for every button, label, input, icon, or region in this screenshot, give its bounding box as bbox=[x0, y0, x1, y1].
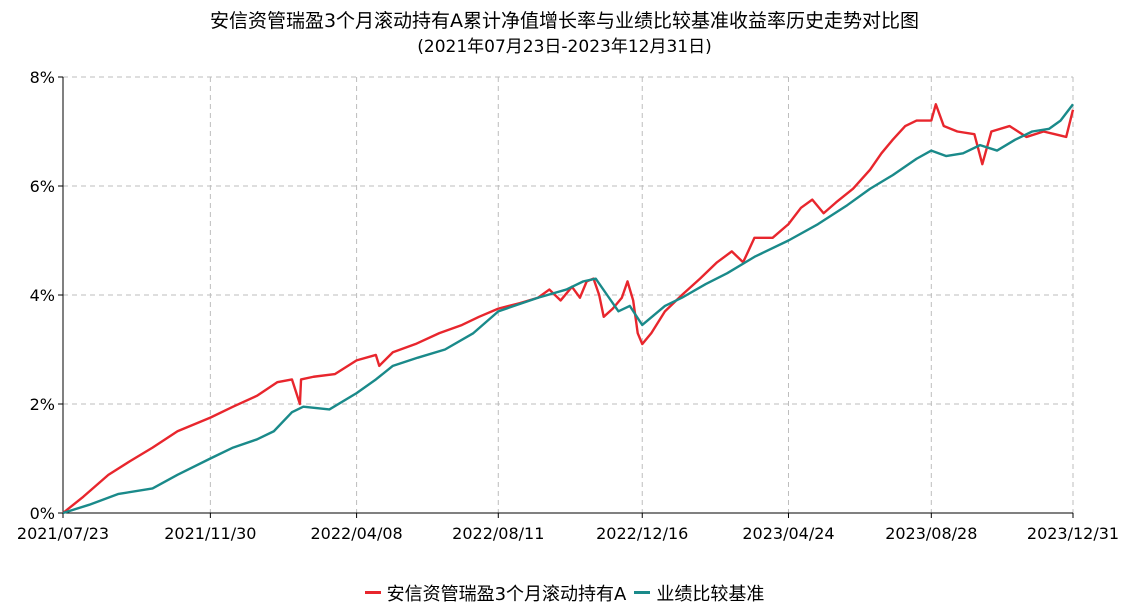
series-lines bbox=[62, 103, 1075, 515]
x-tick-label: 2022/12/16 bbox=[596, 524, 688, 543]
x-tick-label: 2023/12/31 bbox=[1027, 524, 1119, 543]
legend-swatch bbox=[634, 591, 651, 594]
x-tick-label: 2021/07/23 bbox=[17, 524, 109, 543]
y-tick-label: 6% bbox=[30, 177, 55, 196]
legend-swatch bbox=[364, 591, 381, 594]
axes bbox=[58, 76, 1074, 518]
line-chart: 0% 2% 4% 6% 8% 2021/07/23 2021/11/30 2022/04/0… bbox=[17, 68, 1119, 543]
legend: 安信资管瑞盈3个月滚动持有A 业绩比较基准 bbox=[0, 578, 1129, 606]
chart-subtitle: (2021年07月23日-2023年12月31日) bbox=[417, 37, 712, 57]
y-tick-labels: 0% 2% 4% 6% 8% bbox=[30, 68, 55, 523]
legend-item: 业绩比较基准 bbox=[634, 580, 764, 606]
legend-label: 业绩比较基准 bbox=[656, 583, 765, 605]
legend-label: 安信资管瑞盈3个月滚动持有A bbox=[386, 583, 627, 605]
legend-item: 安信资管瑞盈3个月滚动持有A bbox=[364, 580, 627, 606]
gridlines bbox=[63, 76, 1074, 513]
chart-title: 安信资管瑞盈3个月滚动持有A累计净值增长率与业绩比较基准收益率历史走势对比图 bbox=[209, 10, 920, 32]
x-tick-label: 2022/08/11 bbox=[452, 524, 544, 543]
y-tick-label: 0% bbox=[30, 504, 55, 523]
y-tick-label: 4% bbox=[30, 286, 55, 305]
x-tick-labels: 2021/07/23 2021/11/30 2022/04/08 2022/08/11… bbox=[17, 524, 1119, 543]
x-tick-label: 2022/04/08 bbox=[310, 524, 402, 543]
x-tick-label: 2021/11/30 bbox=[164, 524, 256, 543]
x-tick-label: 2023/04/24 bbox=[742, 524, 834, 543]
fund-nav-growth-line bbox=[62, 103, 1075, 514]
benchmark-return-line bbox=[62, 103, 1074, 515]
y-tick-label: 8% bbox=[30, 68, 55, 87]
y-tick-label: 2% bbox=[30, 395, 55, 414]
x-tick-label: 2023/08/28 bbox=[885, 524, 977, 543]
